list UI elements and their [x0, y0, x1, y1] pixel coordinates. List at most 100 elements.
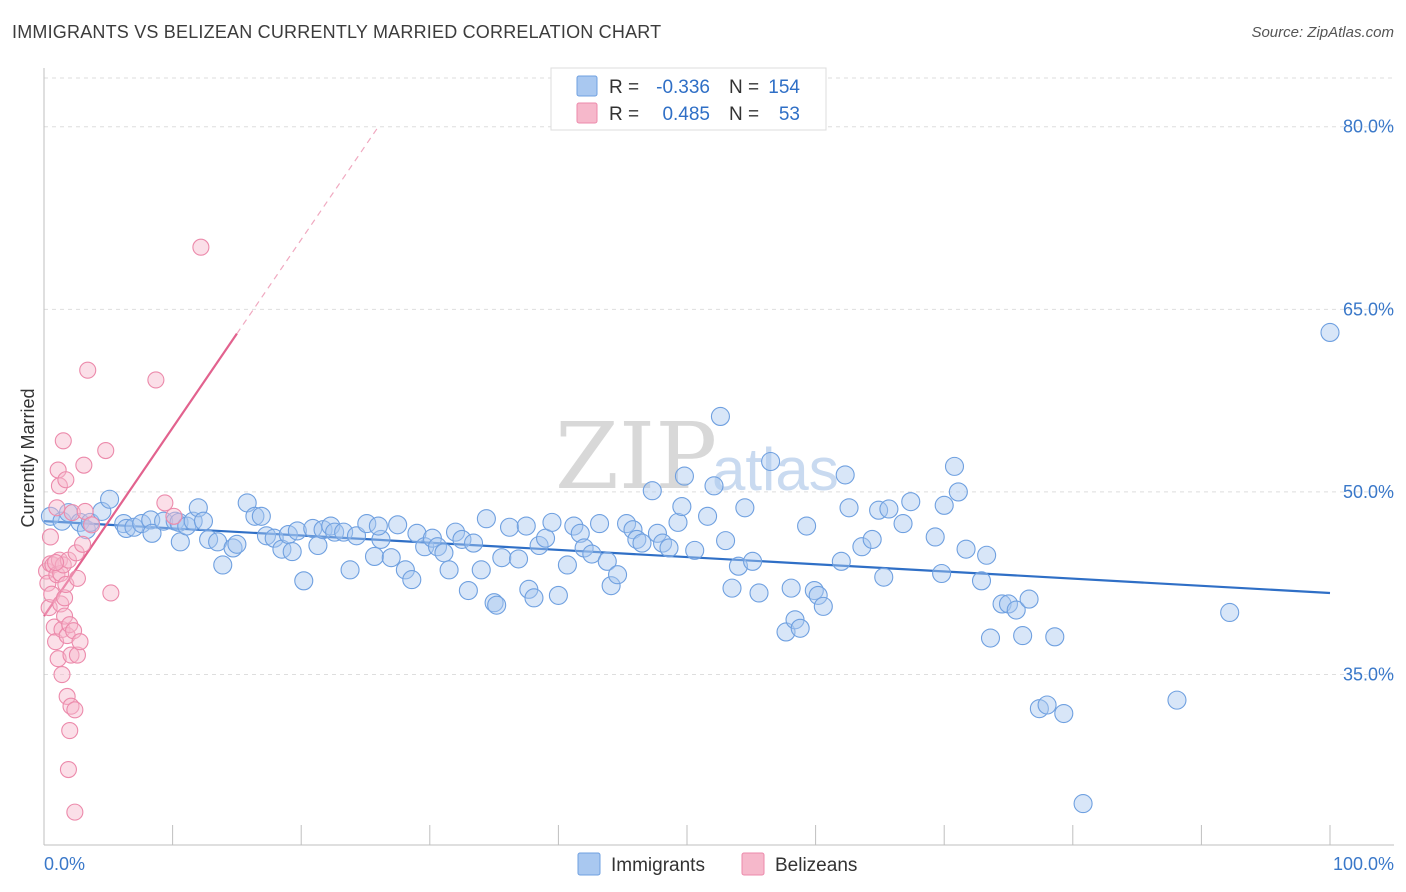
immigrants-point-82: [601, 576, 621, 596]
belizeans-point-13: [50, 477, 68, 495]
immigrants-point-89: [647, 523, 667, 543]
immigrants-point-99: [716, 531, 736, 551]
belizeans-point-30: [62, 646, 80, 664]
immigrants-point-124: [925, 527, 945, 547]
immigrants-point-110: [797, 516, 817, 536]
chart-title: IMMIGRANTS VS BELIZEAN CURRENTLY MARRIED…: [12, 22, 662, 42]
immigrants-point-31: [264, 528, 284, 548]
immigrants-point-123: [901, 492, 921, 512]
immigrants-point-61: [463, 533, 484, 553]
immigrants-point-130: [971, 571, 992, 591]
immigrants-point-129: [956, 539, 976, 559]
legend-n-label-immigrants: N =: [729, 77, 759, 98]
immigrants-point-101: [728, 556, 748, 576]
immigrants-point-7: [100, 489, 120, 509]
y-axis-title: Currently Married: [18, 388, 38, 527]
immigrants-point-113: [813, 596, 833, 616]
belizeans-point-19: [54, 432, 72, 450]
legend-r-value-immigrants: -0.336: [656, 77, 710, 98]
immigrants-point-43: [340, 560, 360, 580]
immigrants-point-60: [458, 581, 478, 601]
immigrants-point-14: [154, 511, 174, 531]
immigrants-points: [40, 322, 1340, 814]
immigrants-point-102: [735, 498, 755, 518]
belizeans-point-32: [63, 504, 81, 522]
x-tick-label-min: 0.0%: [44, 854, 85, 874]
immigrants-point-140: [1045, 627, 1065, 647]
immigrants-point-65: [487, 595, 507, 615]
legend-r-value-belizeans: 0.485: [662, 104, 710, 125]
legend-swatch-belizeans: [576, 102, 598, 124]
immigrants-point-144: [1220, 602, 1240, 623]
bottom-legend-swatch-belizeans: [741, 852, 765, 876]
belizeans-point-23: [57, 471, 75, 489]
immigrants-point-105: [761, 451, 781, 472]
immigrants-point-107: [781, 578, 801, 598]
axes: [43, 68, 1394, 846]
immigrants-point-38: [308, 535, 328, 556]
immigrants-point-91: [659, 538, 679, 558]
immigrants-point-87: [632, 533, 652, 553]
belizeans-point-25: [58, 687, 76, 706]
immigrants-point-25: [223, 538, 243, 558]
belizeans-point-39: [74, 535, 92, 553]
immigrants-point-98: [710, 406, 730, 427]
legend-n-value-belizeans: 53: [779, 104, 800, 125]
immigrants-point-92: [668, 512, 688, 532]
immigrants-point-71: [529, 535, 549, 556]
immigrants-point-26: [227, 534, 247, 554]
immigrants-point-58: [445, 522, 466, 542]
legend-swatch-immigrants: [576, 75, 598, 97]
immigrants-point-79: [582, 544, 602, 564]
immigrants-point-143: [1167, 690, 1187, 710]
immigrants-point-139: [1037, 695, 1057, 715]
immigrants-point-97: [704, 476, 724, 496]
immigrants-point-122: [893, 514, 913, 534]
immigrants-point-96: [698, 506, 718, 526]
immigrants-point-73: [542, 512, 562, 532]
immigrants-point-59: [452, 529, 472, 549]
immigrants-point-62: [471, 560, 491, 580]
belizeans-point-3: [41, 528, 59, 546]
immigrants-point-120: [874, 567, 894, 587]
belizeans-points: [38, 238, 210, 821]
immigrants-point-21: [193, 511, 214, 531]
immigrants-point-94: [674, 466, 694, 486]
belizeans-point-48: [192, 238, 210, 256]
immigrants-point-49: [388, 515, 408, 535]
belizeans-point-12: [49, 650, 67, 668]
y-tick-labels: 35.0% 50.0% 65.0% 80.0%: [1343, 117, 1394, 685]
immigrants-trend-line: [43, 520, 1331, 595]
immigrants-point-66: [492, 548, 512, 568]
belizeans-point-52: [68, 569, 86, 587]
immigrants-point-85: [623, 520, 643, 540]
immigrants-point-28: [245, 506, 265, 526]
immigrants-point-78: [574, 538, 594, 558]
belizeans-point-45: [102, 584, 120, 602]
immigrants-point-145: [1320, 322, 1340, 342]
bottom-legend-swatch-immigrants: [577, 852, 601, 876]
immigrants-point-56: [434, 543, 454, 563]
immigrants-point-142: [1073, 794, 1093, 814]
series-legend: Immigrants Belizeans: [577, 852, 857, 876]
immigrants-point-51: [402, 570, 422, 590]
belizeans-point-35: [66, 701, 84, 719]
immigrants-point-42: [334, 522, 354, 542]
belizeans-point-9: [48, 499, 66, 517]
immigrants-point-95: [685, 540, 705, 560]
legend-r-label-immigrants: R =: [609, 77, 639, 98]
immigrants-point-104: [749, 583, 769, 603]
belizeans-point-27: [59, 760, 77, 779]
legend-r-label-belizeans: R =: [609, 104, 639, 125]
immigrants-point-146: [368, 516, 388, 536]
immigrants-point-125: [932, 563, 952, 584]
legend-n-value-immigrants: 154: [768, 77, 800, 98]
immigrants-point-133: [992, 594, 1012, 614]
immigrants-point-86: [627, 529, 647, 549]
bottom-legend-label-immigrants: Immigrants: [611, 855, 705, 876]
belizeans-point-21: [56, 589, 74, 607]
immigrants-point-44: [346, 526, 367, 546]
belizeans-point-47: [156, 494, 174, 512]
immigrants-point-126: [934, 495, 954, 515]
immigrants-point-88: [642, 481, 662, 501]
